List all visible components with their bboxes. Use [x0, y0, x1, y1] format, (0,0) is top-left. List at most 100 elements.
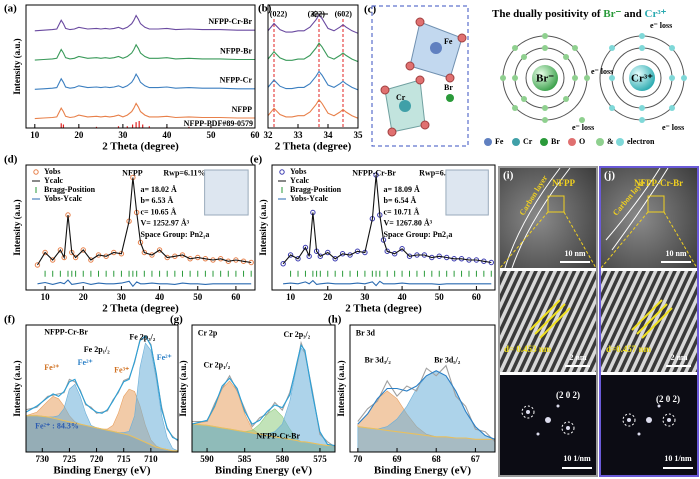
obs-point [332, 256, 338, 262]
legend-label: Yobs-Ycalc [290, 194, 329, 203]
fit-area [26, 342, 178, 452]
plot-area [268, 13, 358, 128]
panel-label: (d) [4, 154, 18, 166]
annotation: NFPP-Cr-Br [44, 327, 88, 336]
ion-label: Br⁻ [536, 73, 554, 85]
annotation: V= 1252.97 Å³ [141, 219, 190, 228]
plot-frame [25, 4, 256, 129]
annotation: Fe²⁺ [157, 353, 172, 362]
obs-point [80, 247, 86, 253]
x-tick-label: 60 [251, 130, 261, 140]
annotation: Br 3d₅/₂ [434, 355, 461, 364]
x-axis-title: 2 Theta (degree) [102, 303, 179, 315]
annotation: c= 10.65 Å [141, 207, 177, 216]
plot-area [34, 14, 255, 128]
annotation: Space Group: Pn2₁a [141, 230, 210, 239]
legend-label: Fe [495, 137, 504, 146]
panel-label: (b) [258, 3, 272, 15]
fft-image [601, 375, 697, 475]
x-tick-label: 50 [193, 292, 203, 302]
x-tick-label: 30 [360, 292, 370, 302]
atom-label: Fe [444, 37, 453, 46]
x-axis-title: 2 Theta (degree) [345, 303, 422, 315]
obs-point [141, 249, 148, 256]
legend-symbol [279, 169, 285, 175]
spectrum-line [268, 70, 358, 91]
spectrum-line [34, 43, 255, 61]
title-part: and [621, 8, 644, 20]
obs-point [72, 254, 79, 261]
electron-loss: e⁻ loss [591, 67, 613, 76]
panel-label: (g) [170, 314, 183, 326]
x-axis-title: 2 Theta (degree) [102, 141, 179, 153]
obs-point [325, 249, 331, 256]
scale-label: 10 1/nm [664, 454, 692, 463]
legend-label: & [607, 137, 614, 146]
fft-circles [622, 413, 676, 427]
oxygen-atoms [380, 17, 467, 137]
x-tick-label: 50 [435, 292, 445, 302]
spectrum-line [26, 335, 178, 441]
spectrum-line [192, 423, 335, 447]
spectrum-line [282, 174, 492, 265]
x-tick-label: 585 [238, 454, 252, 464]
annotation: NFPP [122, 169, 143, 178]
electron-loss: e⁻ loss [650, 21, 672, 30]
fft-spots [627, 404, 671, 436]
zoom-box [647, 195, 665, 213]
plot-frame [267, 4, 359, 129]
spectrum-line [268, 42, 358, 63]
legend-label: Yobs-Ycalc [44, 194, 83, 203]
panel-label: (e) [250, 154, 263, 166]
micrograph-i: Carbon layer NFPP 10 nm (i) d= 0.453 nm … [498, 166, 598, 477]
scale-label: 10 1/nm [563, 454, 591, 463]
fft-circles [521, 405, 575, 435]
annotation: Fe³⁺ [44, 363, 59, 372]
annotation: (022) [270, 10, 288, 19]
annotation: b= 6.54 Å [384, 196, 417, 205]
legend-symbol [33, 169, 39, 175]
legend-label: Ycalc [44, 176, 64, 185]
plot-frame [191, 324, 336, 453]
legend-label: Cr [523, 137, 533, 146]
panel-label: (j) [604, 170, 615, 182]
annotation: Fe²⁺ : 84.3% [35, 421, 79, 430]
x-tick-label: 70 [353, 454, 363, 464]
spectrum-line [34, 102, 255, 120]
scale-label: 10 nm [665, 249, 686, 258]
panel-frame [599, 166, 699, 477]
obs-point [50, 257, 56, 263]
plane-label: (2 0 2) [556, 390, 580, 400]
x-tick-label: 10 [286, 292, 296, 302]
zoom-line [600, 211, 698, 269]
panel-label: (f) [4, 314, 15, 326]
obs-point [317, 253, 324, 259]
x-tick-label: 69 [393, 454, 403, 464]
annotation: Fe²⁺ [78, 358, 93, 367]
fft-image [500, 375, 596, 475]
d-spacing: d= 0.453 nm [504, 344, 552, 354]
x-tick-label: 20 [323, 292, 333, 302]
scale-label: 2 nm [670, 353, 687, 362]
x-tick-label: 590 [200, 454, 214, 464]
legend: Fe Cr Br O & electron [484, 137, 655, 146]
y-axis-title: Intensity (a.u.) [258, 199, 268, 255]
legend-label: Br [551, 137, 560, 146]
panel-label: (i) [503, 170, 514, 182]
annotation: Space Group: Pn2₁a [384, 230, 453, 239]
zoom-box [547, 195, 565, 213]
x-tick-label: 20 [79, 292, 89, 302]
x-axis-title: Binding Energy (eV) [53, 465, 151, 477]
legend-label: Yobs [44, 167, 60, 176]
micrograph-j: Carbon layer NFPP-Cr-Br 10 nm (j) d=0.45… [599, 166, 699, 477]
plot-area [280, 172, 494, 287]
title-part: Br⁻ [603, 8, 621, 20]
annotation: c= 10.71 Å [384, 207, 420, 216]
plot-frame [25, 164, 256, 291]
electron-loss: e⁻ loss [662, 123, 684, 132]
sample-label: NFPP [552, 178, 575, 188]
fringe-marks [631, 299, 673, 339]
annotation: Cr 2p [198, 329, 218, 338]
annotation: Br 3d₃/₂ [365, 355, 392, 364]
